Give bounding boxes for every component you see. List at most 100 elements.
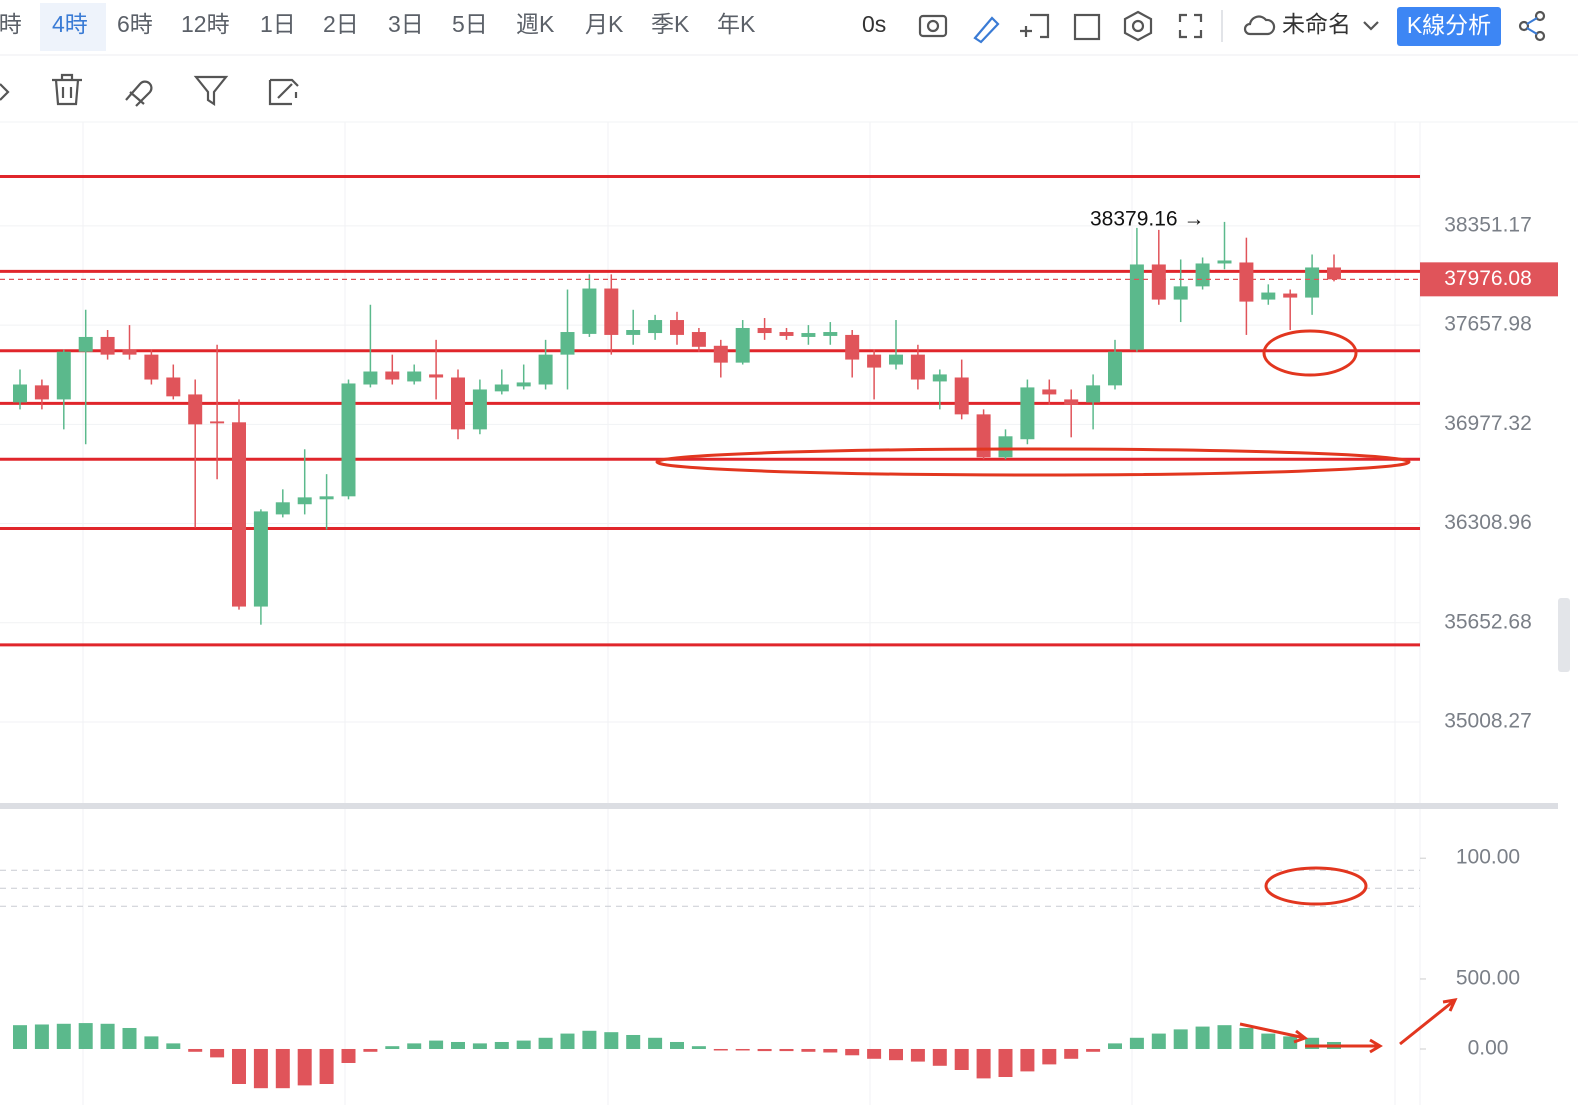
- plot-layer: 35008.27 35652.68 36308.96 36977.32 37657.98…: [0, 174, 1558, 1089]
- candle-body: [122, 349, 137, 355]
- trend-arrow: [1399, 998, 1458, 1046]
- histogram-bar: [319, 1048, 334, 1084]
- share-node[interactable]: [1518, 20, 1530, 32]
- delete-icon[interactable]: [52, 73, 82, 106]
- candle-body: [757, 327, 772, 334]
- interval-tab[interactable]: 3時: [0, 11, 22, 37]
- trend-arrow: [1239, 1022, 1309, 1044]
- interval-tab[interactable]: 5日: [452, 11, 488, 37]
- histogram-bar: [1261, 1033, 1276, 1049]
- interval-tab[interactable]: 12時: [181, 11, 230, 37]
- histogram-bar: [100, 1023, 115, 1049]
- histogram-bar: [670, 1041, 684, 1049]
- share-node: [1534, 30, 1546, 42]
- interval-tab[interactable]: 月K: [585, 11, 624, 37]
- candle-body: [429, 374, 444, 378]
- histogram-bar: [889, 1048, 903, 1061]
- candle-body: [210, 421, 225, 424]
- interval-tab[interactable]: 年K: [717, 11, 756, 37]
- filter-icon[interactable]: [193, 75, 229, 107]
- histogram-bar: [757, 1048, 772, 1052]
- share-link: [1526, 17, 1538, 35]
- interval-tab[interactable]: 3日: [388, 11, 424, 37]
- candle-body: [319, 496, 334, 500]
- settings-center: [1131, 19, 1145, 33]
- candle-body: [1173, 286, 1188, 300]
- fullscreen-icon[interactable]: [1178, 13, 1203, 39]
- analysis-button[interactable]: [1397, 7, 1501, 46]
- candle-body: [801, 333, 816, 337]
- histogram-bar: [188, 1048, 203, 1052]
- crop-icon[interactable]: [1020, 13, 1050, 39]
- histogram-bar: [538, 1037, 553, 1049]
- candle-body: [845, 334, 860, 360]
- interval-tab[interactable]: 6時: [117, 11, 153, 37]
- side-handle[interactable]: [1558, 598, 1570, 672]
- dropdown-caret[interactable]: [1363, 21, 1379, 31]
- tool-icon[interactable]: [0, 83, 10, 101]
- histogram-bar: [166, 1043, 181, 1049]
- candle-body: [1195, 263, 1210, 287]
- candle-body: [648, 320, 663, 334]
- histogram-bar: [1239, 1027, 1254, 1049]
- analysis-label[interactable]: K線分析: [1407, 12, 1491, 38]
- alert-icon[interactable]: [1073, 13, 1101, 41]
- layout-name[interactable]: 未命名: [1282, 11, 1351, 37]
- candle-body: [538, 354, 553, 385]
- histogram-bar: [516, 1040, 531, 1049]
- histogram-bar: [801, 1048, 816, 1052]
- histogram-bar: [275, 1048, 290, 1089]
- histogram-bar: [1064, 1048, 1079, 1059]
- timer[interactable]: 0s: [862, 11, 886, 37]
- candle-body: [713, 345, 728, 363]
- histogram-bar: [253, 1048, 268, 1089]
- candle-body: [78, 336, 93, 352]
- cloud-icon: [1243, 15, 1276, 36]
- candle-body: [297, 497, 312, 505]
- y-tick-label: 38351.17: [1444, 213, 1532, 236]
- candle-body: [1239, 262, 1254, 302]
- magnet-icon[interactable]: [125, 80, 153, 107]
- histogram-bar: [1020, 1048, 1035, 1072]
- candle-body: [735, 327, 750, 363]
- candle-body: [604, 288, 619, 335]
- candle-body: [779, 332, 794, 336]
- candle-body: [363, 371, 378, 385]
- histogram-bar: [691, 1046, 706, 1049]
- interval-tab[interactable]: 2日: [323, 11, 359, 37]
- histogram-bar: [34, 1024, 49, 1049]
- candle-body: [1086, 385, 1101, 403]
- histogram-bar: [341, 1048, 356, 1063]
- candle-body: [166, 377, 181, 397]
- interval-tab[interactable]: 1日: [260, 11, 296, 37]
- camera-icon[interactable]: [918, 14, 948, 38]
- histogram-bar: [713, 1048, 728, 1051]
- histogram-bar: [976, 1048, 991, 1079]
- candle-body: [582, 288, 597, 334]
- interval-tab[interactable]: 4時: [52, 11, 88, 37]
- interval-tab[interactable]: 週K: [516, 11, 555, 37]
- y-tick-label: 0.00: [1468, 1037, 1509, 1060]
- candle-body: [100, 336, 115, 355]
- candle-body: [56, 351, 71, 400]
- candle-body: [889, 354, 903, 365]
- high-annotation: 38379.16 →: [1090, 208, 1204, 231]
- selected-interval-bg: [40, 3, 106, 51]
- drawing-tools: [0, 73, 299, 107]
- y-tick-label: 35008.27: [1444, 710, 1532, 733]
- camera-lens: [926, 19, 940, 33]
- histogram-bar: [582, 1030, 597, 1049]
- candle-body: [560, 332, 575, 355]
- candle-body: [954, 377, 969, 415]
- histogram-bar: [735, 1048, 750, 1051]
- share-node: [1534, 10, 1546, 22]
- histogram-bar: [122, 1027, 137, 1049]
- sync-icon[interactable]: [268, 78, 299, 106]
- candle-body: [188, 394, 203, 425]
- candle-body: [472, 389, 487, 430]
- candle-body: [867, 354, 882, 368]
- settings-icon[interactable]: [1123, 10, 1153, 42]
- draw-icon[interactable]: [973, 16, 1000, 44]
- interval-tab[interactable]: 季K: [651, 11, 690, 37]
- highlight-ellipse: [1264, 866, 1368, 906]
